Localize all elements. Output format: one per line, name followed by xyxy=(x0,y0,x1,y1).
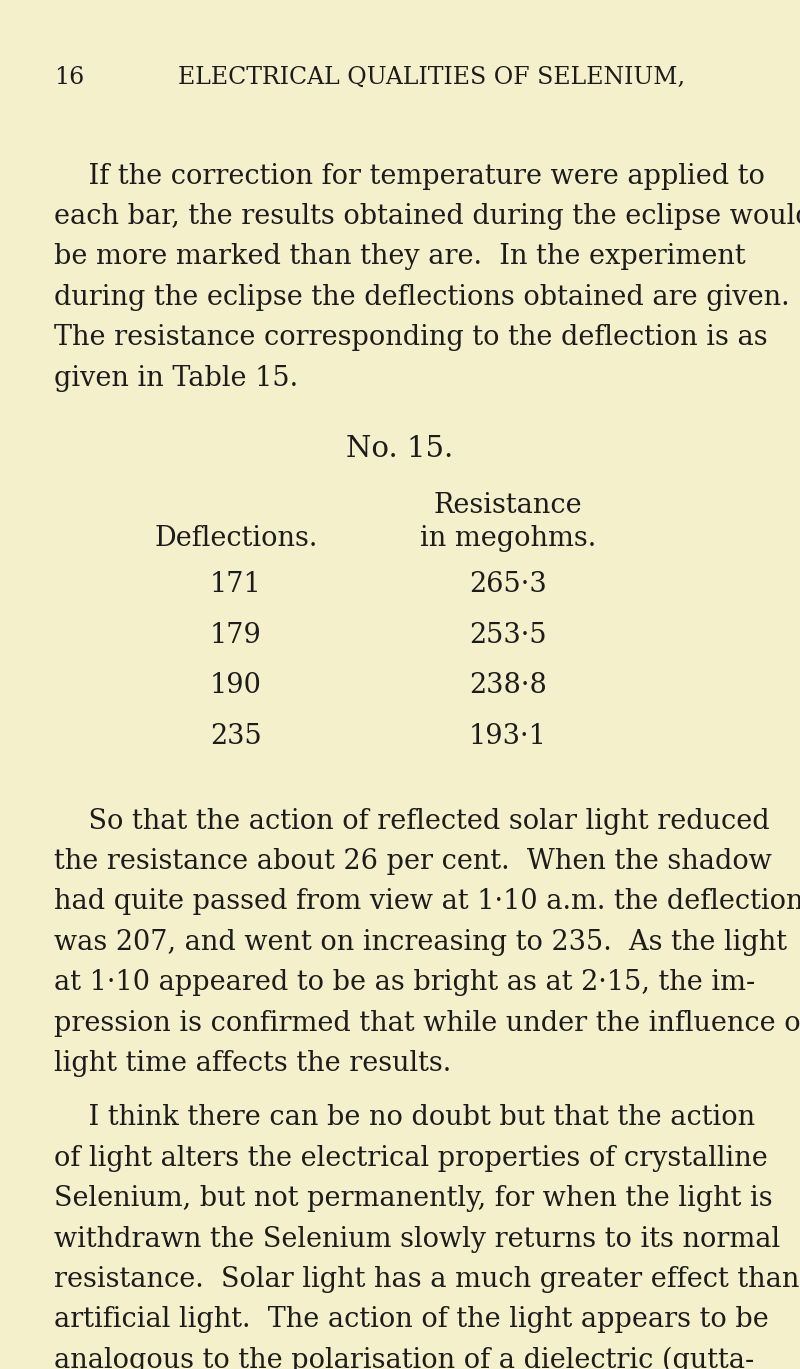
Text: The resistance corresponding to the deflection is as: The resistance corresponding to the defl… xyxy=(54,324,768,352)
Text: artificial light.  The action of the light appears to be: artificial light. The action of the ligh… xyxy=(54,1306,769,1333)
Text: No. 15.: No. 15. xyxy=(346,435,454,463)
Text: ELECTRICAL QUALITIES OF SELENIUM,: ELECTRICAL QUALITIES OF SELENIUM, xyxy=(178,66,686,89)
Text: Selenium, but not permanently, for when the light is: Selenium, but not permanently, for when … xyxy=(54,1186,773,1212)
Text: If the correction for temperature were applied to: If the correction for temperature were a… xyxy=(54,163,766,190)
Text: I think there can be no doubt but that the action: I think there can be no doubt but that t… xyxy=(54,1105,755,1131)
Text: in megohms.: in megohms. xyxy=(420,524,596,552)
Text: pression is confirmed that while under the influence of: pression is confirmed that while under t… xyxy=(54,1009,800,1036)
Text: 193·1: 193·1 xyxy=(469,723,547,750)
Text: during the eclipse the deflections obtained are given.: during the eclipse the deflections obtai… xyxy=(54,283,790,311)
Text: Resistance: Resistance xyxy=(434,491,582,519)
Text: resistance.  Solar light has a much greater effect than: resistance. Solar light has a much great… xyxy=(54,1266,800,1292)
Text: 190: 190 xyxy=(210,672,262,700)
Text: at 1·10 appeared to be as bright as at 2·15, the im-: at 1·10 appeared to be as bright as at 2… xyxy=(54,969,756,997)
Text: Deflections.: Deflections. xyxy=(154,524,318,552)
Text: had quite passed from view at 1·10 a.m. the deflection: had quite passed from view at 1·10 a.m. … xyxy=(54,888,800,916)
Text: 265·3: 265·3 xyxy=(469,571,547,598)
Text: be more marked than they are.  In the experiment: be more marked than they are. In the exp… xyxy=(54,244,746,271)
Text: 16: 16 xyxy=(54,66,85,89)
Text: 238·8: 238·8 xyxy=(469,672,547,700)
Text: analogous to the polarisation of a dielectric (gutta-: analogous to the polarisation of a diele… xyxy=(54,1347,754,1369)
Text: 253·5: 253·5 xyxy=(469,622,547,649)
Text: of light alters the electrical properties of crystalline: of light alters the electrical propertie… xyxy=(54,1144,768,1172)
Text: 171: 171 xyxy=(210,571,262,598)
Text: 179: 179 xyxy=(210,622,262,649)
Text: each bar, the results obtained during the eclipse would: each bar, the results obtained during th… xyxy=(54,203,800,230)
Text: was 207, and went on increasing to 235.  As the light: was 207, and went on increasing to 235. … xyxy=(54,928,787,956)
Text: given in Table 15.: given in Table 15. xyxy=(54,364,298,392)
Text: So that the action of reflected solar light reduced: So that the action of reflected solar li… xyxy=(54,808,770,835)
Text: 235: 235 xyxy=(210,723,262,750)
Text: the resistance about 26 per cent.  When the shadow: the resistance about 26 per cent. When t… xyxy=(54,847,772,875)
Text: light time affects the results.: light time affects the results. xyxy=(54,1050,452,1077)
Text: withdrawn the Selenium slowly returns to its normal: withdrawn the Selenium slowly returns to… xyxy=(54,1225,781,1253)
